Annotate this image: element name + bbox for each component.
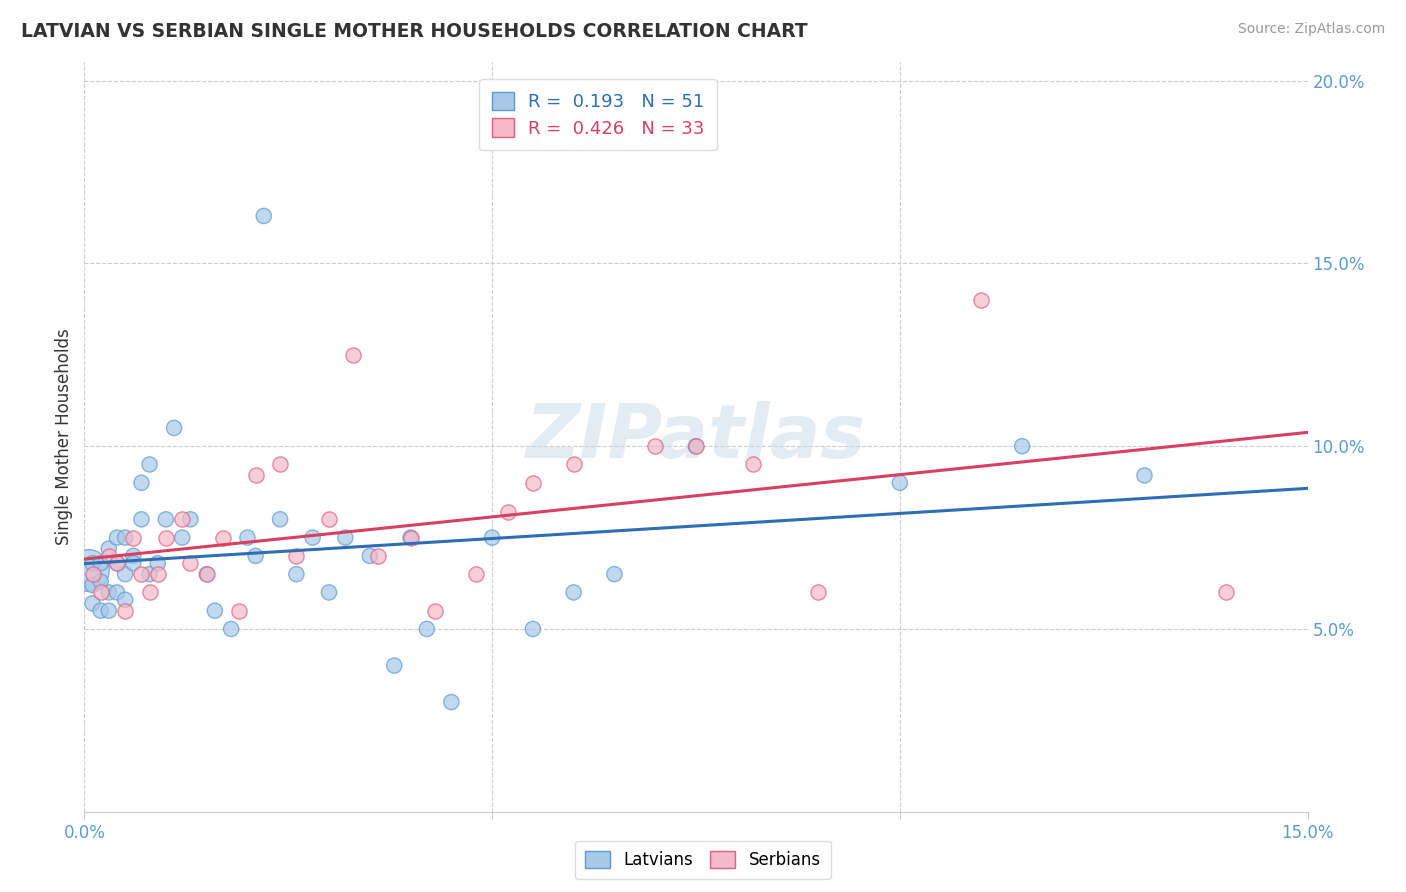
Point	[97, 604, 120, 618]
Point	[212, 531, 235, 545]
Text: LATVIAN VS SERBIAN SINGLE MOTHER HOUSEHOLDS CORRELATION CHART: LATVIAN VS SERBIAN SINGLE MOTHER HOUSEHO…	[21, 22, 807, 41]
Point	[105, 556, 128, 570]
Point	[399, 531, 422, 545]
Point	[114, 531, 136, 545]
Point	[204, 604, 226, 618]
Point	[131, 475, 153, 490]
Point	[318, 512, 340, 526]
Point	[1133, 468, 1156, 483]
Point	[195, 567, 218, 582]
Point	[114, 592, 136, 607]
Point	[90, 574, 112, 589]
Point	[97, 585, 120, 599]
Point	[138, 458, 160, 472]
Point	[82, 556, 104, 570]
Point	[82, 567, 104, 582]
Text: Source: ZipAtlas.com: Source: ZipAtlas.com	[1237, 22, 1385, 37]
Legend: R =  0.193   N = 51, R =  0.426   N = 33: R = 0.193 N = 51, R = 0.426 N = 33	[479, 79, 717, 150]
Point	[245, 468, 267, 483]
Point	[562, 458, 585, 472]
Point	[603, 567, 626, 582]
Y-axis label: Single Mother Households: Single Mother Households	[55, 329, 73, 545]
Point	[219, 622, 242, 636]
Point	[105, 585, 128, 599]
Point	[301, 531, 323, 545]
Point	[97, 549, 120, 563]
Point	[172, 512, 194, 526]
Point	[335, 531, 357, 545]
Point	[122, 549, 145, 563]
Point	[105, 556, 128, 570]
Point	[464, 567, 486, 582]
Point	[367, 549, 389, 563]
Point	[399, 531, 422, 545]
Point	[146, 567, 169, 582]
Point	[562, 585, 585, 599]
Point	[131, 512, 153, 526]
Point	[359, 549, 381, 563]
Point	[163, 421, 186, 435]
Point	[1011, 439, 1033, 453]
Point	[285, 549, 308, 563]
Point	[318, 585, 340, 599]
Point	[245, 549, 267, 563]
Point	[742, 458, 765, 472]
Point	[269, 512, 291, 526]
Point	[416, 622, 439, 636]
Point	[382, 658, 405, 673]
Point	[195, 567, 218, 582]
Point	[522, 475, 544, 490]
Point	[90, 604, 112, 618]
Point	[1215, 585, 1237, 599]
Point	[179, 556, 201, 570]
Point	[114, 567, 136, 582]
Point	[131, 567, 153, 582]
Point	[236, 531, 259, 545]
Point	[481, 531, 503, 545]
Point	[155, 512, 177, 526]
Point	[77, 564, 100, 578]
Point	[122, 531, 145, 545]
Point	[97, 541, 120, 556]
Point	[644, 439, 666, 453]
Point	[138, 567, 160, 582]
Point	[342, 348, 364, 362]
Point	[807, 585, 830, 599]
Point	[522, 622, 544, 636]
Legend: Latvians, Serbians: Latvians, Serbians	[575, 841, 831, 880]
Point	[155, 531, 177, 545]
Point	[114, 604, 136, 618]
Point	[82, 578, 104, 592]
Point	[889, 475, 911, 490]
Point	[228, 604, 250, 618]
Text: ZIPatlas: ZIPatlas	[526, 401, 866, 474]
Point	[105, 531, 128, 545]
Point	[82, 596, 104, 610]
Point	[440, 695, 463, 709]
Point	[498, 505, 520, 519]
Point	[423, 604, 446, 618]
Point	[685, 439, 707, 453]
Point	[90, 556, 112, 570]
Point	[138, 585, 160, 599]
Point	[146, 556, 169, 570]
Point	[122, 556, 145, 570]
Point	[172, 531, 194, 545]
Point	[253, 209, 276, 223]
Point	[269, 458, 291, 472]
Point	[970, 293, 993, 307]
Point	[685, 439, 707, 453]
Point	[285, 567, 308, 582]
Point	[179, 512, 201, 526]
Point	[90, 585, 112, 599]
